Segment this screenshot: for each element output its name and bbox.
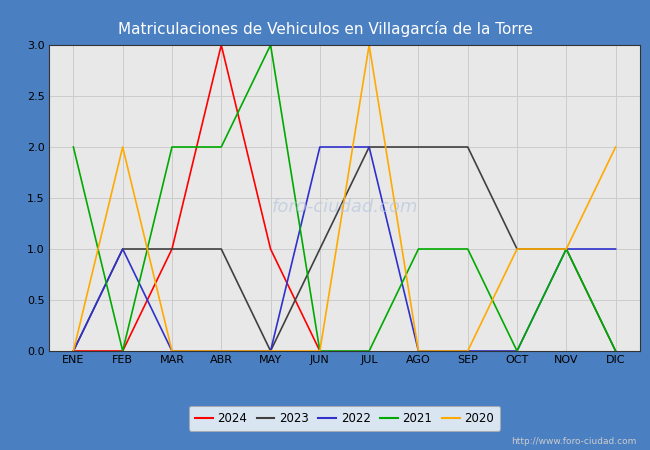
Legend: 2024, 2023, 2022, 2021, 2020: 2024, 2023, 2022, 2021, 2020: [189, 406, 500, 431]
Text: http://www.foro-ciudad.com: http://www.foro-ciudad.com: [512, 436, 637, 446]
Text: Matriculaciones de Vehiculos en Villagarcía de la Torre: Matriculaciones de Vehiculos en Villagar…: [118, 21, 532, 37]
Text: foro-ciudad.com: foro-ciudad.com: [271, 198, 418, 216]
